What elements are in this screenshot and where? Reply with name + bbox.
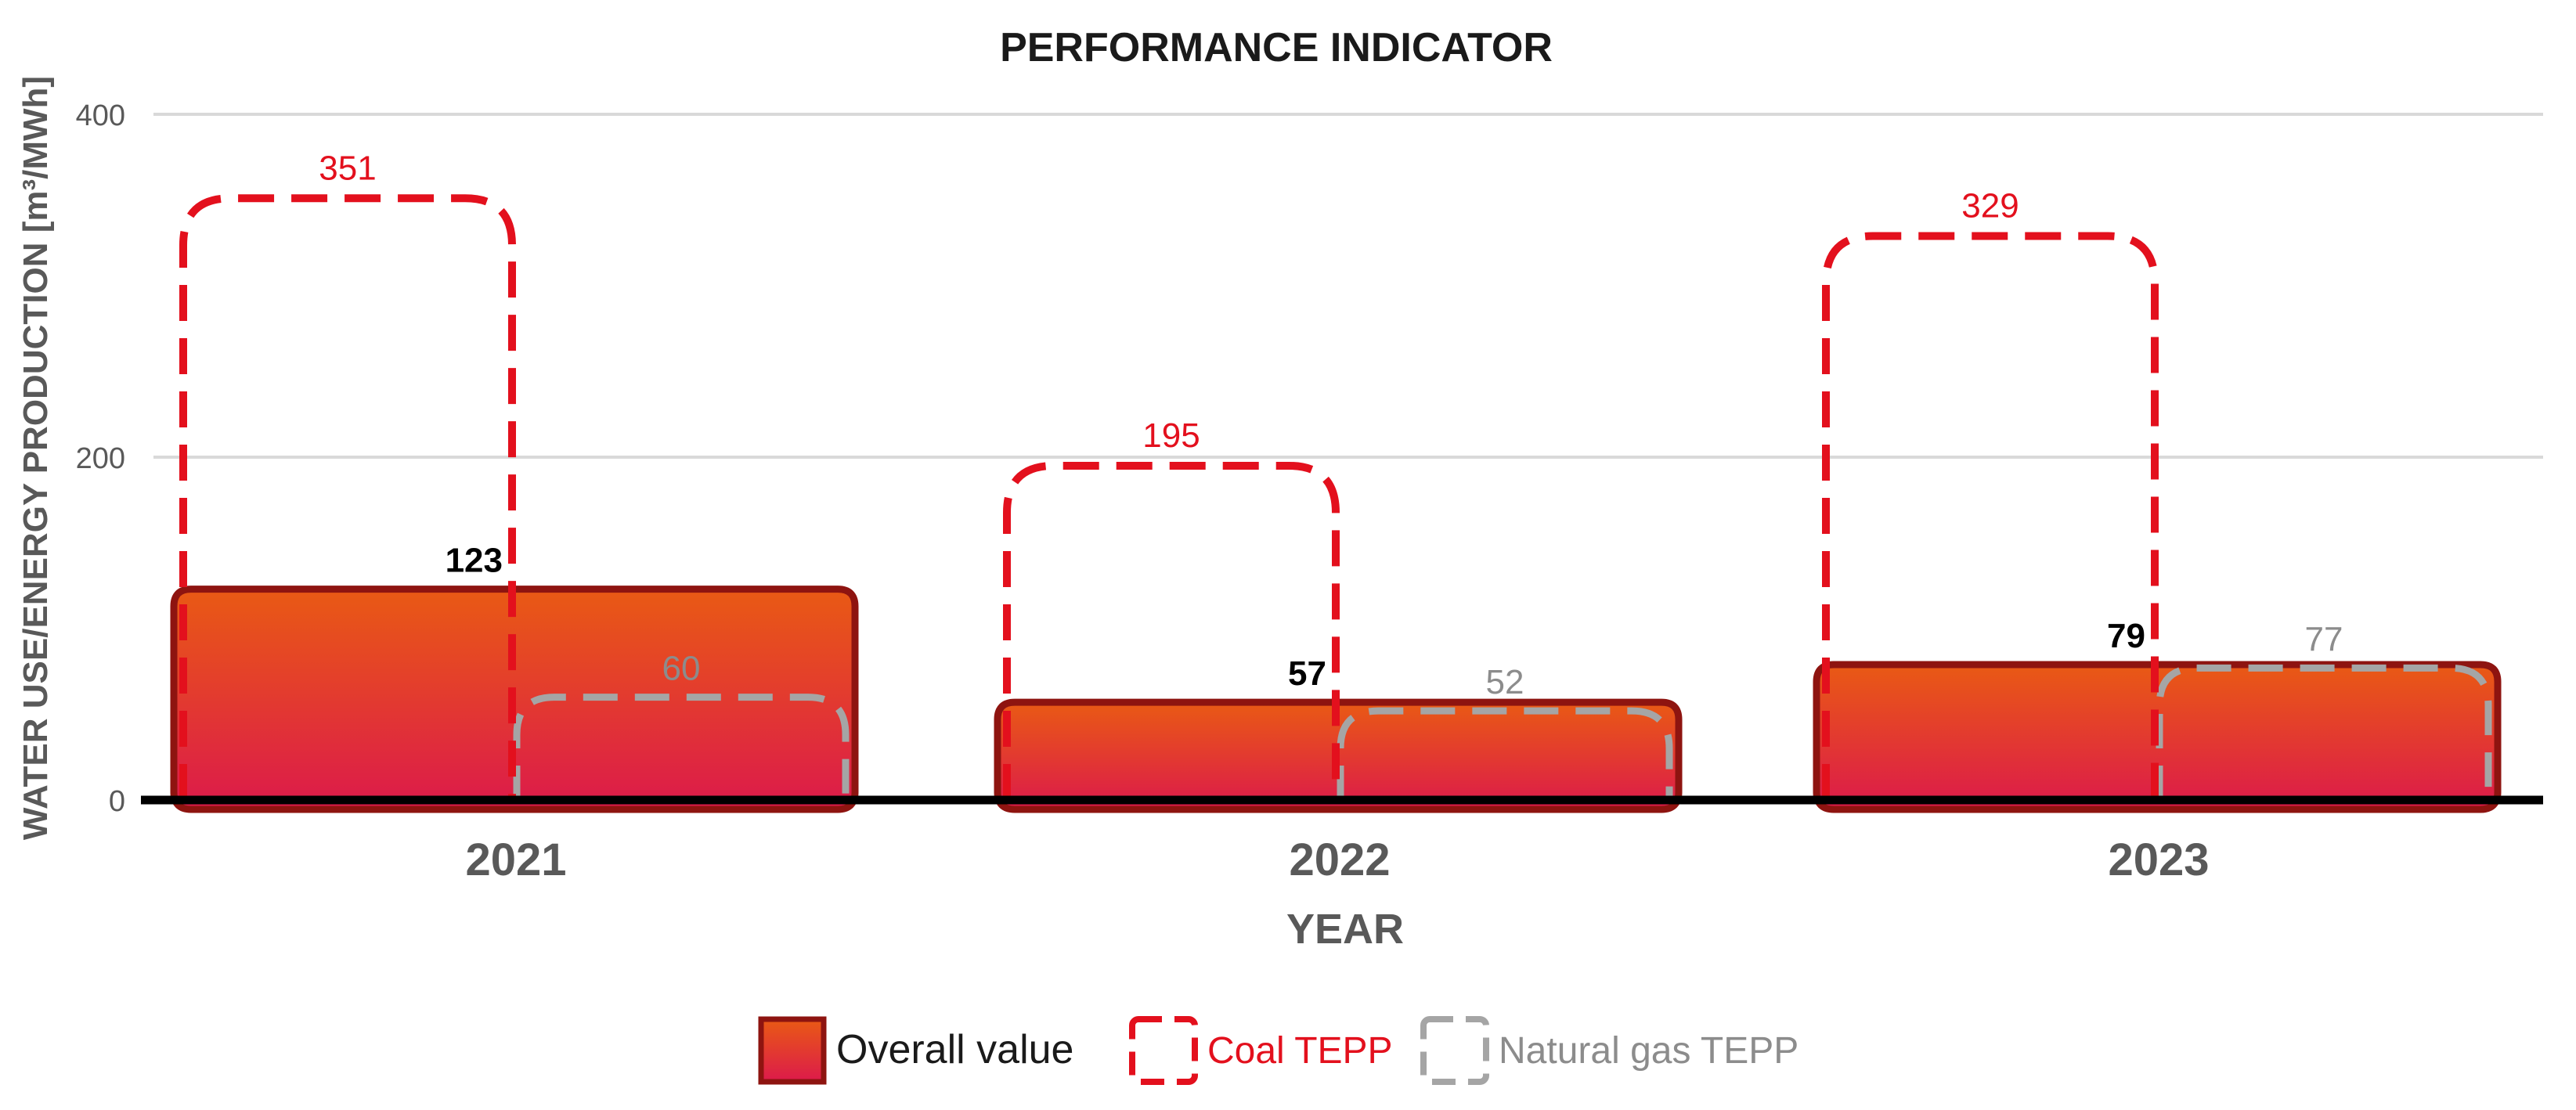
x-tick-labels: 2021 2022 2023 [465,834,2209,885]
gridlines [153,113,2543,459]
coal-bar [1003,461,1340,800]
overall-value-label: 79 [2107,617,2145,655]
coal-bar [1822,232,2159,800]
coal-value-label: 351 [319,149,376,187]
natural-gas-bar [1337,707,1673,800]
coal-bar [179,194,516,800]
legend-swatch-natural-gas [1420,1016,1489,1085]
natural-gas-bar [513,694,850,800]
legend-label-natural-gas: Natural gas TEPP [1499,1030,1799,1072]
legend: Overall value Coal TEPP Natural gas TEPP [758,1016,1799,1085]
x-axis-title: YEAR [1286,906,1404,953]
legend-label-coal: Coal TEPP [1207,1030,1393,1072]
data-labels: 351 123 60 195 57 52 329 79 77 [319,149,2343,701]
coal-value-label: 329 [1961,186,2019,225]
chart-title: PERFORMANCE INDICATOR [1000,25,1553,70]
legend-label-overall: Overall value [836,1027,1073,1072]
x-tick-label: 2021 [465,834,566,885]
y-tick-label: 0 [109,785,125,818]
overall-value-label: 123 [446,542,503,580]
x-tick-label: 2022 [1289,834,1390,885]
natural-gas-value-label: 77 [2305,620,2343,658]
natural-gas-value-label: 52 [1486,663,1524,701]
y-axis-title: WATER USE/ENERGY PRODUCTION [m³/MWh] [16,76,55,840]
coal-value-label: 195 [1142,416,1200,455]
y-tick-label: 200 [76,442,125,475]
legend-swatch-overall [758,1016,827,1085]
natural-gas-bar [2156,664,2492,800]
y-tick-label: 400 [76,99,125,132]
overall-value-label: 57 [1288,654,1326,693]
y-tick-labels: 0 200 400 [76,99,125,818]
bars [170,194,2502,813]
natural-gas-value-label: 60 [662,650,701,688]
legend-swatch-coal [1129,1016,1198,1085]
x-tick-label: 2023 [2108,834,2209,885]
